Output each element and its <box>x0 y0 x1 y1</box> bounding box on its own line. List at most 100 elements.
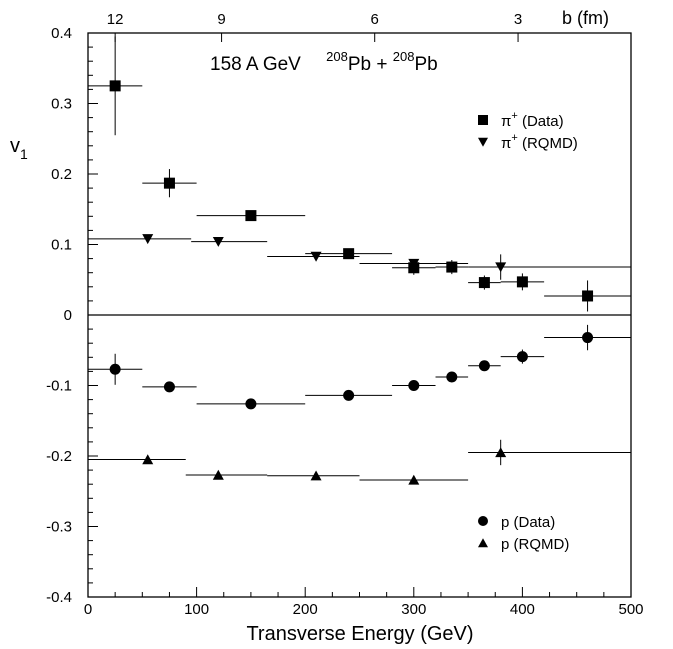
data-point <box>500 273 545 291</box>
legend-label: π+ (Data) <box>501 110 564 130</box>
data-point <box>544 324 631 351</box>
legend-label: p (Data) <box>501 514 555 531</box>
data-point <box>267 251 360 262</box>
circle-marker <box>582 332 594 344</box>
triangle-up-marker <box>212 469 224 480</box>
data-point <box>359 258 469 269</box>
square-marker <box>163 177 175 189</box>
data-point <box>88 234 192 245</box>
triangle-up-marker <box>142 454 154 465</box>
circle-marker <box>245 398 257 410</box>
y-axis-label: v1 <box>10 135 28 162</box>
series-triangle-up <box>88 439 631 485</box>
legend-label-symbol: p <box>501 514 509 531</box>
y-tick-label: -0.4 <box>46 589 72 606</box>
legend-entry: π+ (RQMD) <box>478 132 578 152</box>
data-point <box>88 454 186 465</box>
data-point <box>305 389 393 401</box>
data-point <box>435 371 469 383</box>
circle-marker <box>408 380 420 391</box>
top-tick-label: 3 <box>514 11 522 28</box>
legend-label-sup: + <box>511 110 517 122</box>
x-tick-label: 500 <box>618 601 643 618</box>
data-series <box>88 36 631 485</box>
circle-marker <box>343 389 355 401</box>
circle-marker <box>478 516 488 526</box>
triangle-down-marker <box>495 262 507 273</box>
data-point <box>468 439 631 466</box>
data-point <box>185 469 268 480</box>
chart-annotation: 158 A GeV 208Pb + 208Pb <box>210 49 438 75</box>
series-triangle-down <box>88 234 631 280</box>
square-marker <box>446 261 458 273</box>
square-marker <box>516 276 528 288</box>
data-point <box>435 260 469 275</box>
data-point <box>142 381 197 393</box>
triangle-down-marker <box>142 234 154 245</box>
x-tick-label: 100 <box>184 601 209 618</box>
data-point <box>544 280 631 312</box>
data-point <box>191 237 268 247</box>
data-point <box>468 254 631 280</box>
circle-marker <box>446 371 458 383</box>
legend-label: p (RQMD) <box>501 536 569 553</box>
data-point <box>468 360 501 372</box>
legend-label: π+ (RQMD) <box>501 132 578 152</box>
x-tick-label: 0 <box>84 601 92 618</box>
triangle-down-marker <box>212 237 224 247</box>
x-axis-label: Transverse Energy (GeV) <box>246 623 473 645</box>
y-tick-label: 0.2 <box>51 166 72 183</box>
data-point <box>500 349 545 364</box>
y-tick-label: 0.3 <box>51 96 72 113</box>
square-marker <box>582 290 594 302</box>
triangle-up-marker <box>310 470 322 481</box>
top-axis-label: b (fm) <box>562 8 609 28</box>
circle-marker <box>109 363 121 375</box>
top-tick-label: 6 <box>371 11 379 28</box>
data-point <box>196 210 306 222</box>
series-circle <box>88 324 631 410</box>
data-point <box>392 380 436 391</box>
legend: π+ (Data)π+ (RQMD)p (Data)p (RQMD) <box>478 110 578 553</box>
top-tick-label: 9 <box>217 11 225 28</box>
triangle-up-marker <box>408 474 420 485</box>
circle-marker <box>163 381 175 393</box>
circle-marker <box>516 351 528 363</box>
square-marker <box>109 80 121 92</box>
data-point <box>267 470 360 481</box>
y-tick-label: 0.4 <box>51 25 72 42</box>
y-tick-label: 0 <box>64 307 72 324</box>
x-tick-label: 300 <box>401 601 426 618</box>
triangle-down-marker <box>408 258 420 269</box>
y-tick-label: -0.1 <box>46 378 72 395</box>
data-point <box>88 353 143 385</box>
legend-label-suffix: (RQMD) <box>518 135 578 152</box>
triangle-up-marker <box>478 538 488 548</box>
triangle-up-marker <box>495 447 507 458</box>
series-square <box>88 36 631 312</box>
legend-label-symbol: π <box>501 135 511 152</box>
y-tick-label: 0.1 <box>51 237 72 254</box>
data-point <box>468 275 501 290</box>
square-marker <box>245 210 257 222</box>
square-marker <box>343 248 355 260</box>
legend-label-suffix: (Data) <box>518 113 564 130</box>
tick-labels: 0 100 200 300 400 500 -0.4 -0.3 -0.2 -0.1 0 0.1 0.2 0… <box>46 11 643 618</box>
y-tick-label: -0.2 <box>46 448 72 465</box>
circle-marker <box>478 360 490 372</box>
top-tick-label: 12 <box>107 11 124 28</box>
data-point <box>196 398 306 410</box>
x-tick-label: 200 <box>293 601 318 618</box>
legend-entry: π+ (Data) <box>478 110 564 130</box>
triangle-down-marker <box>478 137 488 147</box>
legend-label-suffix: (Data) <box>509 514 555 531</box>
tick-marks <box>87 32 632 598</box>
legend-label-symbol: p <box>501 536 509 553</box>
square-marker <box>478 277 490 289</box>
square-marker <box>478 115 488 125</box>
triangle-down-marker <box>310 251 322 262</box>
legend-entry: p (RQMD) <box>478 536 569 553</box>
data-point <box>88 36 143 136</box>
legend-entry: p (Data) <box>478 514 555 531</box>
